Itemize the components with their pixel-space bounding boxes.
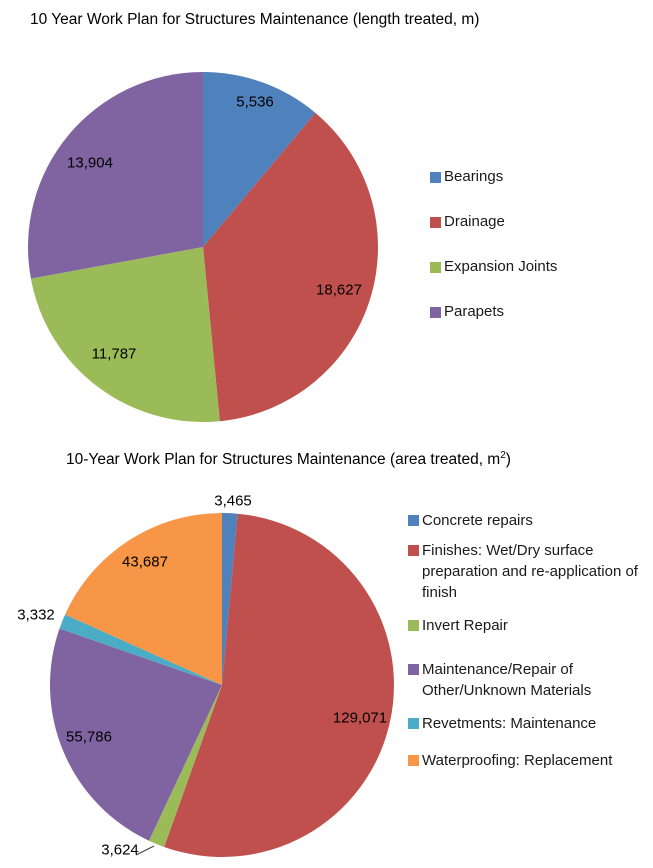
legend-swatch-invert-repair bbox=[408, 620, 419, 631]
legend-label: Waterproofing: Replacement bbox=[422, 752, 613, 769]
pie-slice-parapets bbox=[28, 72, 204, 279]
legend-item-expansion-joints: Expansion Joints bbox=[430, 258, 650, 276]
legend-label: Maintenance/Repair of Other/Unknown Mate… bbox=[422, 661, 592, 699]
legend-label: Finishes: Wet/Dry surface preparation an… bbox=[422, 542, 638, 601]
data-label-expansion-joints: 11,787 bbox=[91, 345, 137, 363]
legend-item-parapets: Parapets bbox=[430, 303, 650, 321]
legend-item-invert-repair: Invert Repair bbox=[408, 615, 651, 636]
legend-swatch-bearings bbox=[430, 172, 441, 183]
legend-swatch-drainage bbox=[430, 217, 441, 228]
legend-swatch-concrete-repairs bbox=[408, 515, 419, 526]
data-label-waterproofing-replacement: 43,687 bbox=[122, 553, 168, 571]
pie-slice-waterproofing-replacement bbox=[65, 513, 222, 685]
data-label-bearings: 5,536 bbox=[236, 93, 274, 111]
data-label-invert-repair: 3,624 bbox=[101, 841, 139, 859]
chart2-title-close: ) bbox=[505, 451, 511, 468]
chart2-title: 10-Year Work Plan for Structures Mainten… bbox=[66, 450, 511, 469]
chart2-title-superscript: 2 bbox=[500, 449, 506, 461]
data-label-concrete-repairs: 3,465 bbox=[214, 492, 252, 510]
data-label-drainage: 18,627 bbox=[316, 281, 362, 299]
legend-item-bearings: Bearings bbox=[430, 168, 650, 186]
pie-slice-finishes-wet-dry-surface-preparation-and-re-application-of-finish bbox=[164, 513, 394, 857]
data-label-revetments-maintenance: 3,332 bbox=[17, 606, 55, 624]
legend-swatch-revetments-maintenance bbox=[408, 718, 419, 729]
legend-label: Bearings bbox=[444, 168, 504, 185]
legend-item-maintenance-repair-of-other-unknown-materials: Maintenance/Repair of Other/Unknown Mate… bbox=[408, 659, 651, 701]
pie-slice-expansion-joints bbox=[30, 247, 220, 422]
legend-swatch-waterproofing-replacement bbox=[408, 755, 419, 766]
legend-item-finishes-wet-dry-surface-preparation-and-re-application-of-finish: Finishes: Wet/Dry surface preparation an… bbox=[408, 540, 651, 603]
legend-label: Concrete repairs bbox=[422, 512, 533, 529]
chart2-title-base: 10-Year Work Plan for Structures Mainten… bbox=[66, 451, 501, 468]
pie-slice-invert-repair bbox=[148, 685, 222, 847]
legend-label: Invert Repair bbox=[422, 617, 508, 634]
data-label-parapets: 13,904 bbox=[67, 154, 113, 172]
data-label-maintenance-repair-of-other-unknown-materials: 55,786 bbox=[66, 728, 112, 746]
legend-swatch-maintenance-repair-of-other-unknown-materials bbox=[408, 664, 419, 675]
pie-slice-concrete-repairs bbox=[222, 513, 238, 685]
legend-label: Parapets bbox=[444, 303, 505, 320]
pie-slice-drainage bbox=[203, 112, 379, 422]
legend-label: Drainage bbox=[444, 213, 505, 230]
legend-swatch-finishes-wet-dry-surface-preparation-and-re-application-of-finish bbox=[408, 545, 419, 556]
legend-item-revetments-maintenance: Revetments: Maintenance bbox=[408, 713, 651, 734]
legend-item-drainage: Drainage bbox=[430, 213, 650, 231]
legend-label: Expansion Joints bbox=[444, 258, 558, 275]
legend-swatch-parapets bbox=[430, 307, 441, 318]
legend-item-waterproofing-replacement: Waterproofing: Replacement bbox=[408, 750, 651, 771]
pie-slice-revetments-maintenance bbox=[59, 614, 222, 685]
legend-item-concrete-repairs: Concrete repairs bbox=[408, 510, 651, 531]
data-label-finishes-wet-dry-surface-preparation-and-re-application-of-finish: 129,071 bbox=[332, 709, 388, 727]
chart1-title: 10 Year Work Plan for Structures Mainten… bbox=[30, 11, 480, 28]
legend-swatch-expansion-joints bbox=[430, 262, 441, 273]
legend-label: Revetments: Maintenance bbox=[422, 715, 597, 732]
